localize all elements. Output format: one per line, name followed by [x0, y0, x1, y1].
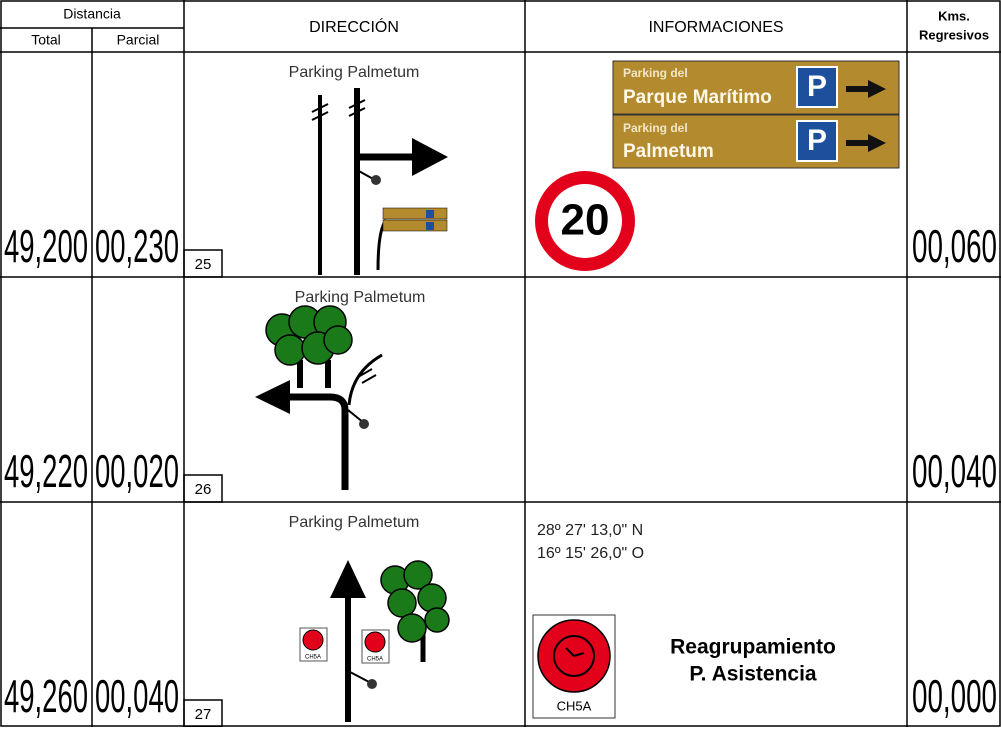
- kms: 00,000: [912, 670, 997, 722]
- info-text: P. Asistencia: [689, 663, 817, 686]
- direction-diagram: [311, 88, 448, 275]
- box-number: 27: [195, 706, 212, 723]
- parking-signs: [612, 60, 900, 169]
- box-number: 26: [195, 481, 212, 498]
- speed-sign-inner: [548, 184, 622, 258]
- kms: 00,060: [912, 220, 997, 272]
- sign-line2: Palmetum: [623, 141, 714, 162]
- header-kms: Kms.: [938, 8, 970, 23]
- direction-label: Parking Palmetum: [289, 64, 420, 81]
- parcial: 00,040: [95, 670, 179, 722]
- kms: 00,040: [912, 445, 997, 497]
- header-total: Total: [31, 32, 61, 48]
- info-text: Reagrupamiento: [670, 636, 836, 659]
- regroup-sign: [532, 614, 616, 719]
- speed-limit: 20: [561, 196, 610, 245]
- sign-line1: Parking del: [623, 66, 688, 80]
- direction-label: Parking Palmetum: [295, 289, 426, 306]
- sign-line2: Parque Marítimo: [623, 87, 772, 108]
- sign-symbol: P: [807, 70, 827, 103]
- direction-diagram: [299, 560, 450, 722]
- sign-symbol: P: [807, 124, 827, 157]
- small-sign-label: CH5A: [305, 655, 321, 661]
- total: 49,260: [4, 670, 88, 722]
- coordinate: 28º 27' 13,0" N: [537, 522, 643, 539]
- box-number: 25: [195, 256, 212, 273]
- coordinate: 16º 15' 26,0" O: [537, 545, 644, 562]
- direction-label: Parking Palmetum: [289, 514, 420, 531]
- header-kms: Regresivos: [919, 27, 989, 42]
- direction-diagram: [255, 305, 383, 490]
- header-distancia: Distancia: [63, 6, 121, 22]
- total: 49,200: [4, 220, 88, 272]
- header-direccion: DIRECCIÓN: [309, 17, 399, 36]
- parcial: 00,020: [95, 445, 179, 497]
- header-parcial: Parcial: [117, 32, 160, 48]
- sign-label: CH5A: [557, 698, 592, 713]
- total: 49,220: [4, 445, 88, 497]
- small-sign-label: CH5A: [367, 657, 383, 663]
- parcial: 00,230: [95, 220, 179, 272]
- sign-line1: Parking del: [623, 121, 688, 135]
- header-informaciones: INFORMACIONES: [648, 19, 783, 36]
